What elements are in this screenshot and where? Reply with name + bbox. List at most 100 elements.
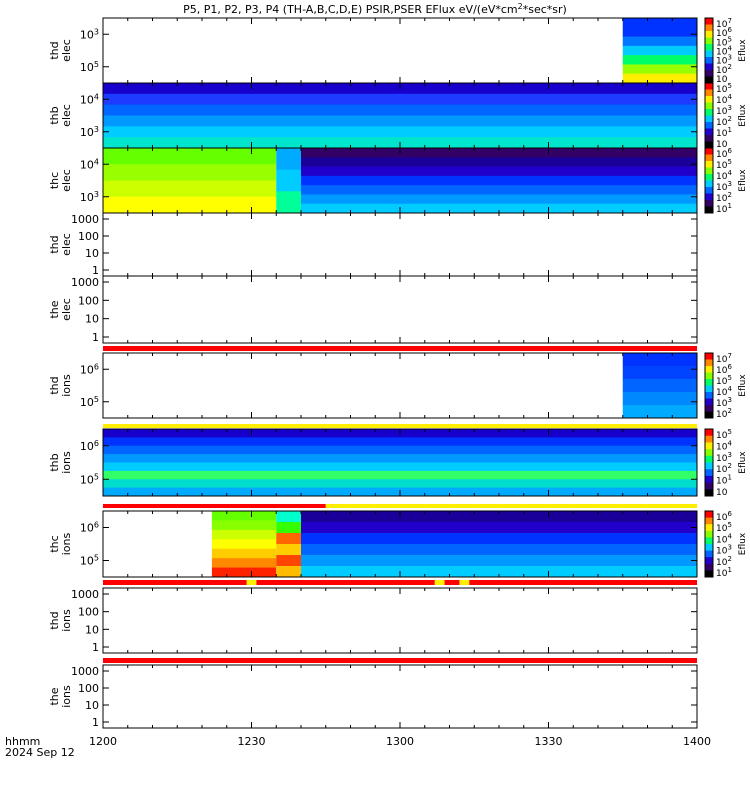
colorbar-cell	[705, 557, 713, 565]
spectrogram-cell	[211, 548, 277, 559]
colorbar-cell	[705, 524, 713, 532]
colorbar-cell	[705, 455, 713, 463]
colorbar-cell	[705, 187, 713, 194]
spectrogram-cell	[103, 126, 697, 138]
spectrogram-cell	[301, 522, 697, 534]
spectrogram-cell	[301, 203, 697, 214]
colorbar-cell	[705, 449, 713, 457]
y-tick-label: 105	[80, 394, 99, 409]
panel-frame	[102, 17, 698, 84]
spectrogram-cell	[103, 445, 697, 455]
quality-flag-bar	[103, 580, 697, 585]
colorbar-tick-label: 105	[716, 521, 732, 534]
spectrogram-cell	[301, 544, 697, 556]
y-tick-label: 10	[85, 623, 99, 636]
spectrogram-cell	[622, 55, 697, 65]
colorbar-cell	[705, 44, 713, 51]
colorbar-cell	[705, 398, 713, 406]
y-tick-label: 103	[80, 124, 99, 139]
colorbar-cell	[705, 76, 713, 84]
quality-flag-bar	[103, 504, 326, 508]
colorbar-cell	[705, 517, 713, 525]
y-tick-label: 1	[92, 331, 99, 344]
colorbar-tick-label: 105	[716, 158, 732, 171]
spectrogram-cell	[276, 533, 301, 545]
y-axis-label: theelec	[48, 298, 73, 321]
spectrogram-cell	[103, 180, 277, 198]
y-tick-label: 1000	[71, 276, 99, 289]
colorbar-tick-label: 107	[716, 17, 732, 30]
colorbar-cell	[705, 31, 713, 38]
x-tick-label: 1300	[386, 735, 414, 748]
colorbar-tick-label: 107	[716, 352, 732, 365]
y-axis-label: thdions	[48, 374, 73, 397]
spectrogram-cell	[622, 64, 697, 75]
colorbar-frame	[704, 428, 714, 497]
spectrogram-cell	[103, 164, 277, 181]
colorbar-tick-label: 102	[716, 115, 732, 128]
y-tick-label: 106	[80, 520, 99, 535]
colorbar-tick-label: 103	[716, 54, 732, 67]
y-axis-label: thbelec	[48, 104, 73, 127]
colorbar-tick-label: 104	[716, 385, 732, 398]
colorbar-cell	[705, 148, 713, 155]
colorbar-label: Eflux	[738, 104, 748, 127]
panel-the-elec: 1000 100 10 1 theelec	[48, 275, 698, 344]
panel-frame	[102, 587, 698, 654]
y-tick-label: 105	[80, 553, 99, 568]
colorbar-cell	[705, 489, 713, 497]
colorbar-cell	[705, 167, 713, 175]
spectrogram-cell	[211, 511, 277, 521]
spectrogram-cell	[276, 169, 301, 192]
colorbar-tick-label: 103	[716, 544, 732, 557]
spectrogram-cell	[103, 196, 277, 214]
colorbar-cell	[705, 411, 713, 419]
colorbar-cell	[705, 174, 713, 181]
quality-flag-bar	[459, 580, 470, 585]
spectrogram-cell	[103, 462, 697, 472]
colorbar-tick-label: 10	[716, 140, 728, 150]
spectrogram-cell	[103, 454, 697, 463]
colorbar-cell	[705, 366, 713, 373]
spectrogram-cell	[301, 166, 697, 177]
y-tick-label: 103	[80, 189, 99, 204]
y-tick-label: 1000	[71, 588, 99, 601]
colorbar-tick-label: 102	[716, 407, 732, 420]
colorbar-cell	[705, 18, 713, 25]
colorbar-cell	[705, 353, 713, 360]
colorbar-label: Eflux	[738, 532, 748, 555]
colorbar-cell	[705, 435, 713, 443]
colorbar-cell	[705, 24, 713, 32]
spectrogram-cell	[622, 392, 697, 406]
spectrogram-cell	[276, 566, 301, 578]
spectrogram-cell	[276, 555, 301, 567]
colorbar-cell	[705, 70, 713, 77]
colorbar-cell	[705, 405, 713, 412]
spectrogram-cell	[276, 511, 301, 523]
colorbar-frame	[704, 147, 714, 214]
y-tick-label: 1000	[71, 213, 99, 226]
y-axis-label: thdelec	[48, 233, 73, 256]
chart-title: P5, P1, P2, P3, P4 (TH-A,B,C,D,E) PSIR,P…	[183, 2, 567, 17]
colorbar-tick-label: 101	[716, 474, 732, 487]
colorbar-cell	[705, 442, 713, 450]
quality-flag-bar	[434, 580, 445, 585]
y-axis-label: thcions	[48, 532, 73, 555]
colorbar-cell	[705, 563, 713, 571]
colorbar-cell	[705, 115, 713, 123]
spectrogram-cell	[622, 27, 697, 38]
colorbar-label: Eflux	[738, 39, 748, 62]
colorbar-tick-label: 106	[716, 26, 732, 39]
y-tick-label: 1	[92, 641, 99, 654]
spectrogram-cell	[103, 479, 697, 489]
y-tick-label: 105	[80, 472, 99, 487]
x-tick-label: 1400	[683, 735, 711, 748]
panel-frame	[102, 664, 698, 729]
spectrogram-cell	[103, 104, 697, 116]
y-tick-label: 105	[80, 59, 99, 74]
spectrogram-cell	[211, 567, 277, 578]
colorbar-tick-label: 104	[716, 439, 732, 452]
spectrogram-cell	[211, 520, 277, 531]
